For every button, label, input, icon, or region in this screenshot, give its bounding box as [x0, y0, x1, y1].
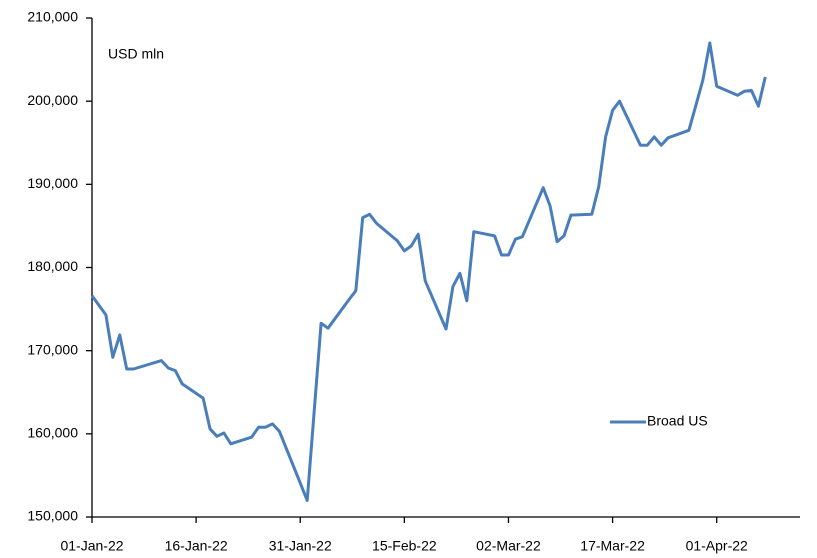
- y-tick-label: 160,000: [27, 425, 78, 441]
- x-tick-label: 17-Mar-22: [580, 538, 645, 554]
- series-line: [90, 41, 767, 502]
- unit-annotation: USD mln: [108, 46, 164, 62]
- x-tick-label: 15-Feb-22: [372, 538, 437, 554]
- y-tick-label: 210,000: [27, 9, 78, 25]
- x-tick-label: 31-Jan-22: [269, 538, 332, 554]
- y-tick-label: 200,000: [27, 92, 78, 108]
- legend-label: Broad US: [647, 413, 708, 429]
- y-tick-label: 170,000: [27, 341, 78, 357]
- x-tick-label: 01-Jan-22: [60, 538, 123, 554]
- y-tick-label: 180,000: [27, 258, 78, 274]
- x-tick-label: 16-Jan-22: [165, 538, 228, 554]
- y-tick-label: 190,000: [27, 175, 78, 191]
- x-tick-label: 01-Apr-22: [686, 538, 748, 554]
- x-tick-label: 02-Mar-22: [476, 538, 541, 554]
- y-tick-label: 150,000: [27, 508, 78, 524]
